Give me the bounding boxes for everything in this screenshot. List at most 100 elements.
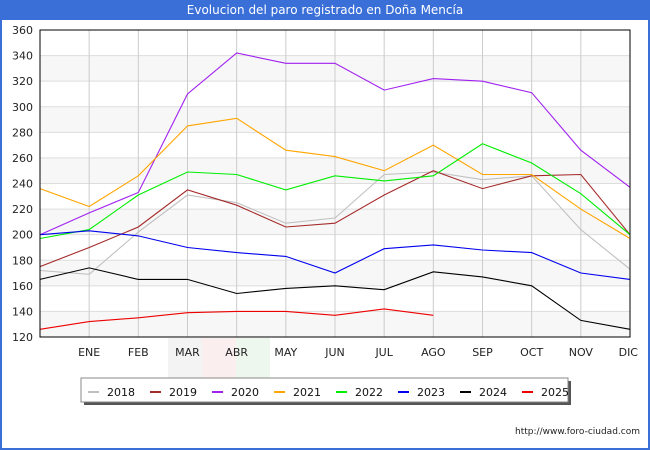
series-lines: [39, 52, 631, 330]
data-point: [481, 143, 483, 145]
data-point: [383, 194, 385, 196]
data-point: [481, 178, 483, 180]
data-point: [137, 317, 139, 319]
legend-label[interactable]: 2018: [107, 386, 135, 399]
y-tick-label: 240: [12, 178, 33, 191]
data-point: [432, 271, 434, 273]
data-point: [235, 52, 237, 54]
data-point: [383, 308, 385, 310]
x-tick-label: OCT: [520, 346, 543, 359]
data-point: [186, 125, 188, 127]
legend-label[interactable]: 2021: [293, 386, 321, 399]
data-point: [285, 189, 287, 191]
x-axis-ticks: ENE FEB MAR ABR MAY JUN JUL AGO SEP OCT NOV DIC: [78, 346, 638, 359]
y-tick-label: 180: [12, 254, 33, 267]
y-tick-label: 360: [12, 24, 33, 37]
series-line-2025: [39, 308, 434, 330]
data-point: [186, 311, 188, 313]
data-point: [383, 288, 385, 290]
legend-label[interactable]: 2023: [417, 386, 445, 399]
data-point: [334, 285, 336, 287]
chart-title: Evolucion del paro registrado en Doña Me…: [186, 3, 464, 17]
series-line-2020: [39, 52, 631, 236]
data-point: [186, 194, 188, 196]
data-point: [432, 244, 434, 246]
data-point: [481, 249, 483, 251]
y-axis-ticks: 120 140 160 180 200 220 240 260 280 300 320 340 360: [12, 24, 33, 344]
data-point: [432, 144, 434, 146]
data-point: [481, 276, 483, 278]
data-point: [334, 314, 336, 316]
data-point: [285, 62, 287, 64]
data-point: [137, 231, 139, 233]
data-point: [334, 272, 336, 274]
x-tick-label: NOV: [569, 346, 594, 359]
legend-label[interactable]: 2022: [355, 386, 383, 399]
data-point: [285, 149, 287, 151]
data-point: [580, 208, 582, 210]
x-tick-label: JUL: [374, 346, 393, 359]
data-point: [137, 191, 139, 193]
legend: 2018 2019 2020 2021 2022 2023 2024 2025: [80, 377, 571, 405]
data-point: [137, 175, 139, 177]
data-point: [235, 201, 237, 203]
y-tick-label: 320: [12, 75, 33, 88]
legend-label[interactable]: 2025: [541, 386, 569, 399]
x-tick-label: SEP: [472, 346, 493, 359]
data-point: [235, 251, 237, 253]
data-point: [530, 91, 532, 93]
data-point: [432, 170, 434, 172]
data-point: [186, 278, 188, 280]
y-tick-label: 220: [12, 203, 33, 216]
footer-url[interactable]: http://www.foro-ciudad.com: [515, 427, 640, 437]
data-point: [88, 246, 90, 248]
legend-label[interactable]: 2020: [231, 386, 259, 399]
data-point: [530, 251, 532, 253]
data-point: [186, 93, 188, 95]
x-tick-label: MAY: [274, 346, 297, 359]
y-tick-label: 280: [12, 126, 33, 139]
series-line-2023: [39, 230, 631, 280]
data-point: [481, 80, 483, 82]
legend-box: [80, 377, 569, 403]
legend-label[interactable]: 2024: [479, 386, 507, 399]
data-point: [88, 267, 90, 269]
plot-border: [39, 29, 631, 338]
data-point: [432, 77, 434, 79]
data-point: [285, 222, 287, 224]
data-point: [383, 248, 385, 250]
data-point: [432, 175, 434, 177]
data-point: [383, 173, 385, 175]
data-point: [137, 278, 139, 280]
data-point: [530, 173, 532, 175]
data-point: [235, 173, 237, 175]
data-point: [88, 212, 90, 214]
legend-label[interactable]: 2019: [169, 386, 197, 399]
y-tick-label: 200: [12, 229, 33, 242]
series-line-2019: [39, 170, 631, 268]
data-point: [334, 217, 336, 219]
data-point: [334, 175, 336, 177]
data-point: [334, 155, 336, 157]
data-point: [285, 255, 287, 257]
data-point: [580, 149, 582, 151]
data-point: [580, 193, 582, 195]
x-tick-label: DIC: [619, 346, 639, 359]
data-point: [88, 230, 90, 232]
data-point: [285, 310, 287, 312]
data-point: [235, 292, 237, 294]
data-point: [580, 319, 582, 321]
data-point: [235, 117, 237, 119]
data-point: [580, 272, 582, 274]
series-line-2021: [39, 117, 631, 239]
y-tick-label: 300: [12, 101, 33, 114]
data-point: [530, 285, 532, 287]
data-point: [186, 171, 188, 173]
data-point: [383, 170, 385, 172]
data-point: [481, 173, 483, 175]
data-point: [235, 310, 237, 312]
data-point: [334, 62, 336, 64]
data-point: [580, 173, 582, 175]
data-point: [580, 228, 582, 230]
